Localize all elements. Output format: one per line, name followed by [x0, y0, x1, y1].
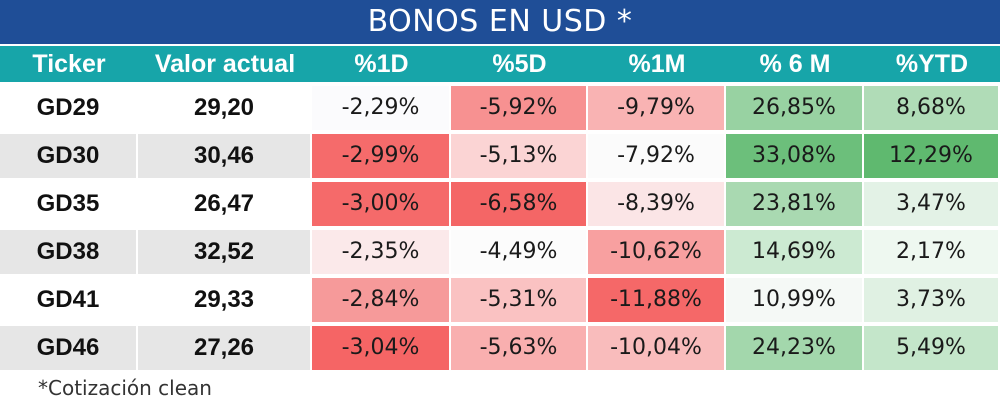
- header-ticker: Ticker: [32, 50, 106, 78]
- pct-ytd-cell: 5,49%: [864, 326, 998, 370]
- header-ytd: %YTD: [895, 50, 969, 78]
- pct-1d-cell: -3,04%: [312, 326, 449, 370]
- pct-ytd-cell: 12,29%: [864, 134, 998, 178]
- pct-5d-cell: -5,13%: [451, 134, 586, 178]
- pct-6m-cell: 26,85%: [726, 86, 862, 130]
- header-6m: % 6 M: [759, 50, 831, 78]
- pct-6m-cell: 10,99%: [726, 278, 862, 322]
- header-5d: %5D: [492, 50, 547, 78]
- valor-actual-cell: 29,33: [138, 278, 310, 322]
- valor-actual-cell: 32,52: [138, 230, 310, 274]
- pct-1d-cell: -3,00%: [312, 182, 449, 226]
- pct-1d-cell: -2,29%: [312, 86, 449, 130]
- table-row: GD29 29,20 -2,29% -5,92% -9,79% 26,85% 8,68%: [0, 84, 1000, 132]
- header-1d: %1D: [354, 50, 409, 78]
- pct-5d-cell: -5,31%: [451, 278, 586, 322]
- pct-6m-cell: 24,23%: [726, 326, 862, 370]
- pct-1m-cell: -8,39%: [588, 182, 724, 226]
- pct-ytd-cell: 3,73%: [864, 278, 998, 322]
- pct-5d-cell: -5,92%: [451, 86, 586, 130]
- valor-actual-cell: 29,20: [138, 86, 310, 130]
- footnote: *Cotización clean: [38, 376, 212, 400]
- valor-actual-cell: 30,46: [138, 134, 310, 178]
- ticker-cell: GD30: [0, 134, 136, 178]
- pct-ytd-cell: 8,68%: [864, 86, 998, 130]
- pct-1m-cell: -9,79%: [588, 86, 724, 130]
- ticker-cell: GD38: [0, 230, 136, 274]
- pct-1m-cell: -11,88%: [588, 278, 724, 322]
- pct-5d-cell: -4,49%: [451, 230, 586, 274]
- pct-1d-cell: -2,35%: [312, 230, 449, 274]
- pct-1d-cell: -2,99%: [312, 134, 449, 178]
- header-valor-actual: Valor actual: [154, 50, 296, 78]
- ticker-cell: GD46: [0, 326, 136, 370]
- pct-1m-cell: -10,62%: [588, 230, 724, 274]
- ticker-cell: GD35: [0, 182, 136, 226]
- pct-1m-cell: -10,04%: [588, 326, 724, 370]
- pct-6m-cell: 33,08%: [726, 134, 862, 178]
- table-row: GD41 29,33 -2,84% -5,31% -11,88% 10,99% 3,73%: [0, 276, 1000, 324]
- table-row: GD46 27,26 -3,04% -5,63% -10,04% 24,23% 5,49%: [0, 324, 1000, 372]
- pct-1d-cell: -2,84%: [312, 278, 449, 322]
- valor-actual-cell: 27,26: [138, 326, 310, 370]
- pct-1m-cell: -7,92%: [588, 134, 724, 178]
- table-row: GD35 26,47 -3,00% -6,58% -8,39% 23,81% 3,47%: [0, 180, 1000, 228]
- pct-6m-cell: 14,69%: [726, 230, 862, 274]
- pct-ytd-cell: 3,47%: [864, 182, 998, 226]
- pct-5d-cell: -6,58%: [451, 182, 586, 226]
- table-title: BONOS EN USD *: [0, 0, 1000, 44]
- pct-ytd-cell: 2,17%: [864, 230, 998, 274]
- header-1m: %1M: [628, 50, 686, 78]
- ticker-cell: GD41: [0, 278, 136, 322]
- table-row: GD30 30,46 -2,99% -5,13% -7,92% 33,08% 12,29%: [0, 132, 1000, 180]
- valor-actual-cell: 26,47: [138, 182, 310, 226]
- ticker-cell: GD29: [0, 86, 136, 130]
- pct-6m-cell: 23,81%: [726, 182, 862, 226]
- table-row: GD38 32,52 -2,35% -4,49% -10,62% 14,69% 2,17%: [0, 228, 1000, 276]
- header-row: Ticker Valor actual %1D %5D %1M % 6 M %Y…: [0, 46, 1000, 82]
- pct-5d-cell: -5,63%: [451, 326, 586, 370]
